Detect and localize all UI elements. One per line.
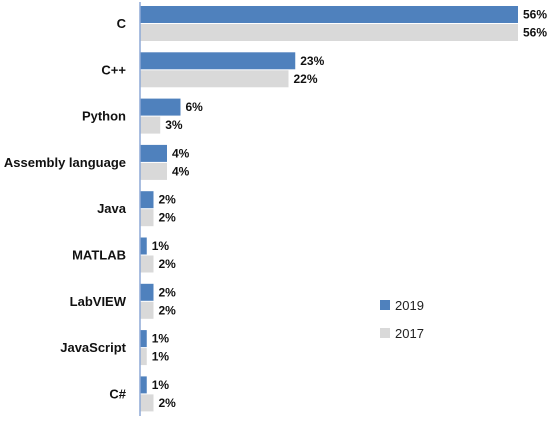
bar-assembly-language-2017 (140, 162, 167, 180)
bar-matlab-2017 (140, 255, 154, 273)
bar-csharp-2017 (140, 394, 154, 412)
legend-label-2019: 2019 (395, 298, 424, 313)
bar-python-2019 (140, 98, 181, 116)
legend-swatch-2017 (380, 328, 390, 338)
bar-matlab-2019 (140, 237, 147, 255)
category-label-c: C (117, 16, 127, 31)
bar-cplusplus-2019 (140, 52, 296, 70)
legend-label-2017: 2017 (395, 326, 424, 341)
value-label-labview-2017: 2% (159, 303, 177, 317)
value-label-assembly-language-2019: 4% (172, 146, 190, 160)
bar-csharp-2019 (140, 376, 147, 394)
bar-python-2017 (140, 116, 161, 134)
category-label-csharp: C# (109, 386, 126, 401)
value-label-matlab-2019: 1% (152, 239, 170, 253)
value-label-labview-2019: 2% (159, 285, 177, 299)
value-label-c-2019: 56% (523, 8, 547, 22)
category-label-java: Java (97, 201, 127, 216)
bar-assembly-language-2019 (140, 144, 167, 162)
bar-cplusplus-2017 (140, 70, 289, 88)
bar-labview-2019 (140, 283, 154, 301)
legend: 2019 2017 (380, 298, 424, 341)
value-label-assembly-language-2017: 4% (172, 164, 190, 178)
category-label-javascript: JavaScript (60, 340, 126, 355)
bar-java-2019 (140, 191, 154, 209)
value-label-python-2019: 6% (186, 100, 204, 114)
value-label-javascript-2019: 1% (152, 332, 170, 346)
value-label-java-2017: 2% (159, 211, 177, 225)
value-label-cplusplus-2019: 23% (300, 54, 324, 68)
bar-c-2019 (140, 6, 518, 23)
bar-java-2017 (140, 209, 154, 227)
value-label-matlab-2017: 2% (159, 257, 177, 271)
category-label-matlab: MATLAB (72, 248, 126, 263)
value-label-csharp-2019: 1% (152, 378, 170, 392)
bar-javascript-2017 (140, 348, 147, 366)
category-label-labview: LabVIEW (70, 294, 127, 309)
value-label-javascript-2017: 1% (152, 350, 170, 364)
bar-labview-2017 (140, 301, 154, 319)
value-label-cplusplus-2017: 22% (294, 72, 318, 86)
legend-swatch-2019 (380, 300, 390, 310)
value-label-csharp-2017: 2% (159, 396, 177, 410)
value-label-java-2019: 2% (159, 193, 177, 207)
category-labels: C C++ Python Assembly language Java MATLAB Lab… (4, 16, 127, 401)
bar-javascript-2019 (140, 330, 147, 348)
category-label-python: Python (82, 109, 126, 124)
bar-c-2017 (140, 24, 518, 41)
category-label-assembly-language: Assembly language (4, 155, 126, 170)
value-label-c-2017: 56% (523, 26, 547, 40)
value-labels: 56% 56% 23% 22% 6%3% 4% 4% 2% 2% 1% 2% 2% 2% 1% 1% 1% 2% (152, 8, 548, 410)
category-label-cplusplus: C++ (101, 62, 126, 77)
bars-layer (140, 6, 518, 412)
value-label-python-2017: 3% (165, 118, 183, 132)
